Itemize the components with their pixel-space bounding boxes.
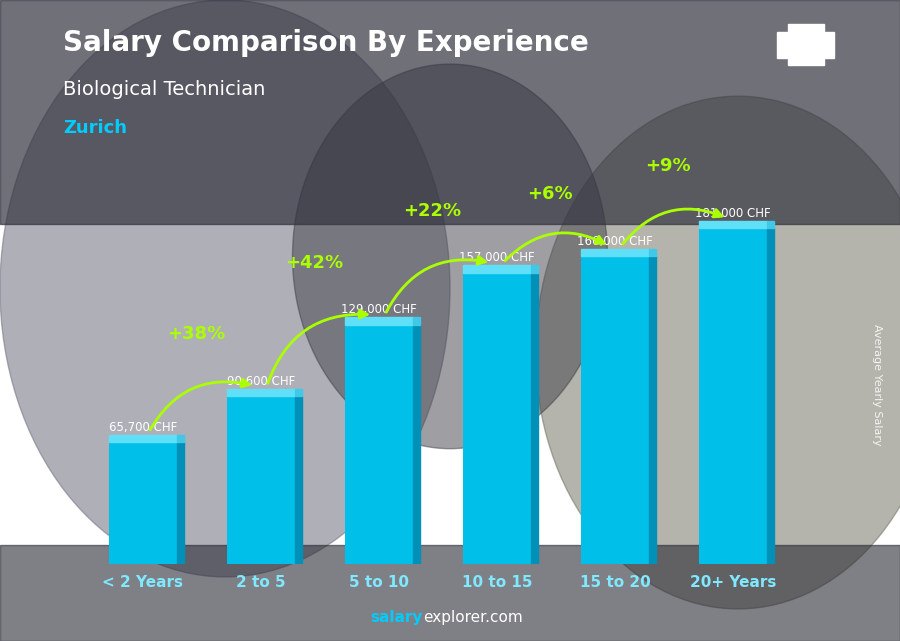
Bar <box>580 256 650 564</box>
Text: +9%: +9% <box>645 157 691 175</box>
Bar <box>531 273 538 564</box>
Bar <box>177 442 184 564</box>
Bar <box>295 388 302 396</box>
Bar <box>345 325 413 564</box>
Text: Salary Comparison By Experience: Salary Comparison By Experience <box>63 29 589 57</box>
Text: Average Yearly Salary: Average Yearly Salary <box>872 324 883 445</box>
Bar <box>227 388 295 396</box>
Text: 129,000 CHF: 129,000 CHF <box>341 303 417 317</box>
Text: 166,000 CHF: 166,000 CHF <box>577 235 653 248</box>
Text: +6%: +6% <box>527 185 573 203</box>
Bar <box>109 435 177 442</box>
Text: +38%: +38% <box>166 325 225 343</box>
Ellipse shape <box>292 64 608 449</box>
Ellipse shape <box>536 96 900 609</box>
Text: salary: salary <box>371 610 423 625</box>
Bar <box>345 317 413 325</box>
Ellipse shape <box>0 0 450 577</box>
Bar <box>463 273 531 564</box>
Bar <box>650 249 656 256</box>
Bar <box>295 396 302 564</box>
Text: +22%: +22% <box>403 202 461 220</box>
Text: 65,700 CHF: 65,700 CHF <box>109 420 177 434</box>
Text: Biological Technician: Biological Technician <box>63 80 266 99</box>
Bar <box>531 265 538 273</box>
Bar <box>177 435 184 442</box>
Bar <box>0 0 900 224</box>
Text: 90,600 CHF: 90,600 CHF <box>227 374 295 388</box>
Bar <box>699 221 768 228</box>
Bar <box>109 442 177 564</box>
Bar <box>413 325 420 564</box>
Bar <box>227 396 295 564</box>
Bar <box>0 545 900 641</box>
Bar <box>580 249 650 256</box>
Text: 157,000 CHF: 157,000 CHF <box>459 251 535 265</box>
Bar <box>699 228 768 564</box>
Bar <box>788 24 824 65</box>
Bar <box>463 265 531 273</box>
Bar <box>650 256 656 564</box>
Bar <box>777 32 834 58</box>
Bar <box>413 317 420 325</box>
Text: Zurich: Zurich <box>63 119 127 137</box>
Bar <box>768 221 774 228</box>
Text: 181,000 CHF: 181,000 CHF <box>696 207 771 220</box>
Text: explorer.com: explorer.com <box>423 610 523 625</box>
Text: +42%: +42% <box>285 254 343 272</box>
Bar <box>768 228 774 564</box>
